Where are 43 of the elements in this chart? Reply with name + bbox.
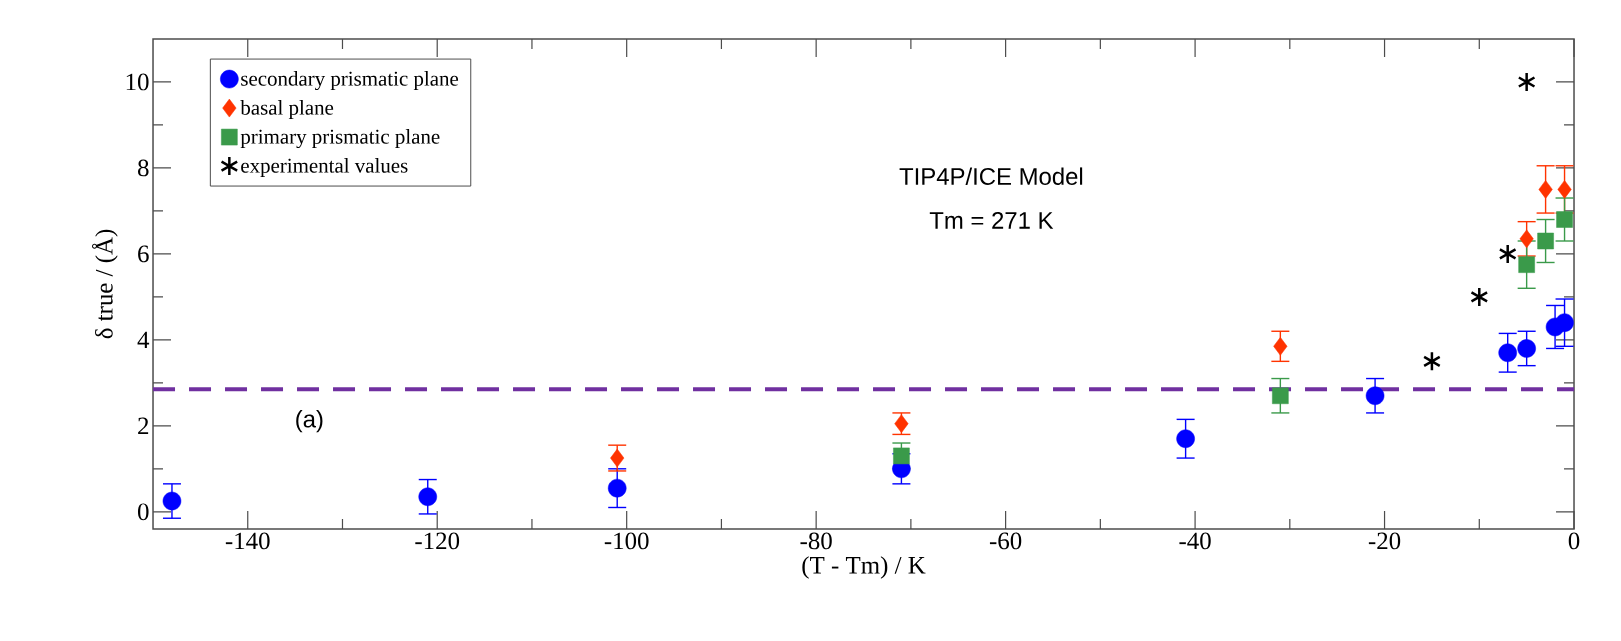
annotation: TIP4P/ICE Model [899,167,1083,185]
x-tick-label: 0 [1568,532,1580,550]
y-tick-label: 0 [138,503,149,521]
point [1517,71,1536,93]
point [1498,243,1517,265]
point [1176,429,1195,448]
point [1470,286,1489,308]
legend-label: secondary prismatic plane [241,71,459,91]
point [1422,351,1441,372]
point [607,478,627,498]
x-tick-label: -20 [1368,532,1401,550]
point [893,447,910,465]
point [1272,387,1289,404]
point [162,491,182,511]
y-tick-label: 4 [137,331,150,349]
point [1365,386,1385,405]
point [1537,232,1554,250]
x-axis-title: (T - Tm) / K [802,556,926,579]
point [1519,229,1534,249]
x-tick-label: -140 [225,532,270,550]
legend-label: basal plane [240,100,334,120]
point [1555,313,1574,332]
point [1517,339,1536,358]
x-tick-label: -120 [415,532,460,550]
point [1538,180,1553,199]
x-tick-label: -60 [989,532,1022,550]
point [1518,256,1535,273]
y-tick-label: 6 [138,245,149,263]
x-tick-label: -80 [800,532,832,550]
point [418,487,437,506]
y-tick-label: 8 [138,159,149,177]
y-tick-label: 2 [138,417,149,435]
annotation: Tm = 271 K [929,211,1054,229]
point [1557,180,1572,199]
point [1273,337,1288,356]
legend-label: primary prismatic plane [240,129,440,149]
point [1498,343,1517,362]
legend-label: experimental values [241,158,408,178]
y-axis-title: δ true / (Å) [92,229,118,339]
y-tick-label: 10 [126,73,149,91]
annotation: (a) [296,410,323,433]
x-tick-label: -100 [604,532,649,550]
x-tick-label: -40 [1179,532,1211,550]
